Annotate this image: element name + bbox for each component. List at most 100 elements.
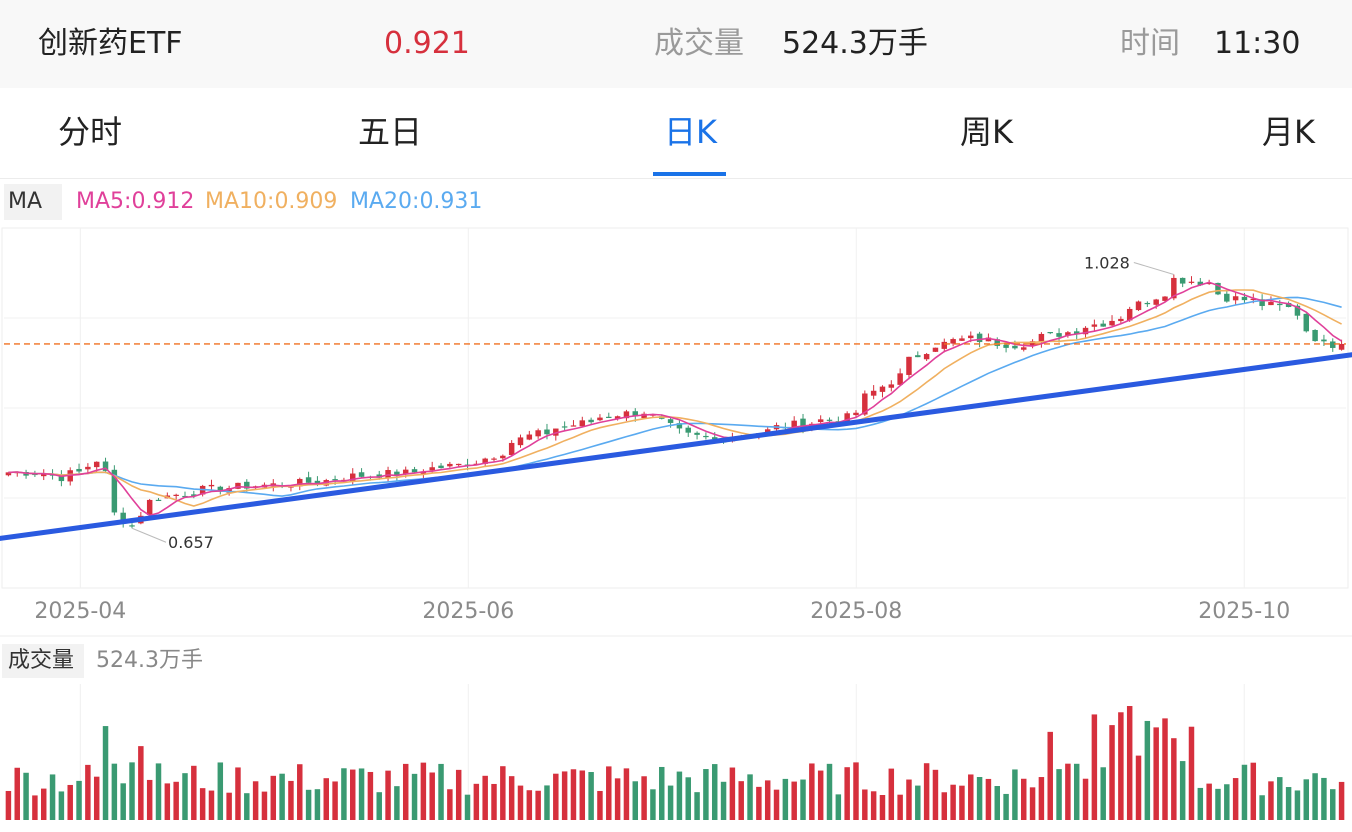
tab-intraday[interactable]: 分时 <box>58 113 123 151</box>
candle-body <box>58 475 65 482</box>
volume-bar <box>862 789 868 820</box>
candle-body <box>1021 347 1027 350</box>
low-annotation: 0.657 <box>168 533 214 552</box>
volume-bar <box>385 770 391 820</box>
candle-body <box>508 442 515 456</box>
volume-bar <box>853 762 859 820</box>
candle-body <box>606 416 612 418</box>
volume-bar <box>288 780 294 820</box>
volume-bar <box>1171 738 1177 820</box>
volume-legend-value: 524.3万手 <box>96 648 203 673</box>
current-price: 0.921 <box>384 26 470 61</box>
candle-body <box>1232 296 1239 301</box>
candle-body <box>402 469 409 475</box>
volume-bar <box>482 775 488 820</box>
volume-bar <box>129 762 135 820</box>
volume-bar <box>120 783 126 820</box>
ma-legend: MA MA5:0.912 MA10:0.909 MA20:0.931 <box>0 184 1352 220</box>
volume-bar <box>297 764 303 820</box>
volume-bar <box>1109 725 1115 820</box>
volume-bar <box>588 772 594 820</box>
ma10-value: MA10:0.909 <box>205 189 338 214</box>
candle-body <box>632 411 639 417</box>
volume-indicator-button[interactable]: 成交量 <box>2 644 84 678</box>
candle-body <box>191 494 197 496</box>
volume-bar <box>394 786 400 820</box>
volume-bar <box>1029 787 1036 820</box>
volume-bar <box>764 780 771 820</box>
volume-bar <box>252 781 259 820</box>
volume-bars <box>5 706 1345 820</box>
candle-body <box>1171 277 1177 299</box>
candle-body <box>1073 331 1080 335</box>
volume-bar <box>1047 731 1053 820</box>
candle-body <box>906 356 912 375</box>
volume-bar <box>879 795 886 820</box>
candle-body <box>553 428 559 436</box>
volume-bar <box>897 794 903 820</box>
candle-body <box>1126 308 1133 321</box>
tab-daily-k[interactable]: 日K <box>664 113 717 151</box>
volume-bar <box>1224 784 1230 820</box>
candle-body <box>85 466 91 470</box>
volume-bar <box>1126 706 1133 820</box>
ma20-line <box>8 296 1342 497</box>
annotation-leader <box>1133 262 1174 275</box>
volume-bar <box>93 776 100 820</box>
candle-body <box>985 337 992 342</box>
tab-weekly-k[interactable]: 周K <box>960 113 1013 151</box>
candle-body <box>862 393 868 415</box>
candle-body <box>1144 302 1151 305</box>
volume-bar <box>1206 783 1212 820</box>
tab-monthly-k[interactable]: 月K <box>1262 113 1315 151</box>
volume-bar <box>305 789 312 820</box>
volume-bar <box>756 786 762 820</box>
volume-bar <box>632 781 639 820</box>
volume-bar <box>49 774 56 820</box>
volume-bar <box>932 769 939 820</box>
volume-bar <box>773 789 780 820</box>
volume-bar <box>1003 793 1009 820</box>
volume-bar <box>1259 795 1265 820</box>
volume-bar <box>464 794 471 820</box>
volume-bar <box>146 779 153 820</box>
volume-bar <box>791 781 797 820</box>
volume-bar <box>623 768 630 820</box>
ma-indicator-button[interactable]: MA <box>4 184 62 220</box>
chart-frame <box>1 227 1349 589</box>
candle-body <box>217 486 224 492</box>
candle-body <box>968 335 974 339</box>
candle-body <box>1047 331 1053 334</box>
volume-bar <box>1294 790 1301 820</box>
candle-body <box>544 429 550 435</box>
ma5-value: MA5:0.912 <box>76 189 195 214</box>
volume-bar <box>14 767 20 820</box>
volume-bar <box>138 746 144 820</box>
volume-bar <box>835 794 842 820</box>
candle-body <box>676 423 683 429</box>
candle-body <box>358 472 365 477</box>
volume-bar <box>67 784 73 820</box>
volume-bar <box>817 770 824 820</box>
volume-bar <box>367 771 374 820</box>
volume-bar <box>782 778 789 820</box>
candle-body <box>76 468 82 472</box>
volume-bar <box>332 781 338 820</box>
candle-body <box>1003 344 1009 348</box>
moving-average-lines <box>8 281 1343 517</box>
candle-body <box>32 473 38 476</box>
volume-bar <box>23 772 29 820</box>
candle-body <box>915 355 921 358</box>
candle-body <box>570 425 577 427</box>
candle-body <box>791 420 797 428</box>
tab-five-day[interactable]: 五日 <box>358 113 423 151</box>
volume-bar <box>1312 773 1318 820</box>
candle-body <box>350 473 356 482</box>
volume-bar <box>244 793 250 820</box>
volume-legend: 成交量 524.3万手 <box>0 642 1352 678</box>
volume-bar <box>111 763 118 820</box>
volume-bar <box>438 763 444 820</box>
volume-bar <box>1241 764 1248 820</box>
candle-body <box>93 461 100 468</box>
